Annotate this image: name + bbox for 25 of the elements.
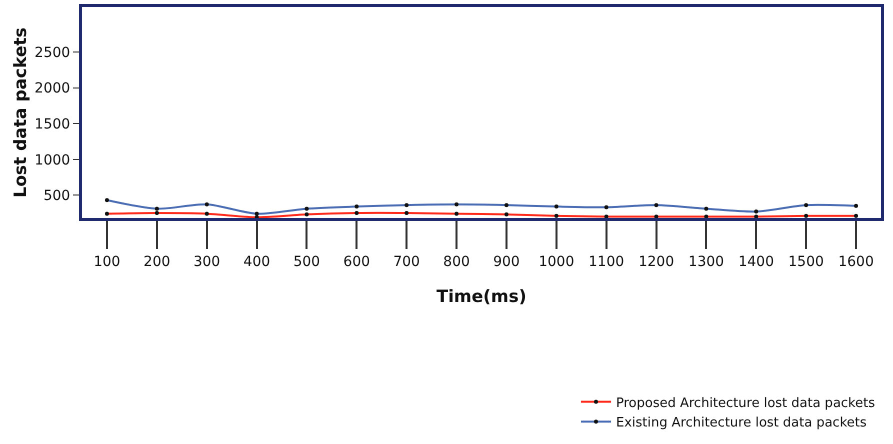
x-tick-label: 1400	[738, 254, 774, 270]
y-axis-title: Lost data packets	[11, 27, 32, 198]
x-tick-label: 400	[243, 254, 270, 270]
x-axis-title: Time(ms)	[436, 287, 527, 308]
x-tick-label: 1300	[688, 254, 724, 270]
x-tick-label: 900	[493, 254, 520, 270]
x-tick-label: 1100	[588, 254, 624, 270]
y-tick-label: 1000	[34, 152, 70, 168]
legend-label: Existing Architecture lost data packets	[616, 416, 867, 431]
x-tick-label: 100	[94, 254, 120, 270]
x-tick-label: 1600	[838, 254, 874, 270]
y-tick-label: 2000	[34, 80, 70, 97]
x-tick-label: 600	[343, 254, 370, 270]
x-tick-label: 1500	[788, 254, 824, 270]
y-tick-label: 2500	[34, 44, 70, 61]
x-tick-label: 800	[443, 254, 470, 270]
x-tick-label: 200	[144, 254, 170, 270]
x-tick-label: 1000	[538, 254, 574, 270]
y-tick-label: 500	[43, 188, 70, 204]
x-tick-label: 300	[193, 254, 220, 270]
x-tick-label: 700	[393, 254, 420, 270]
legend-label: Proposed Architecture lost data packets	[616, 396, 876, 411]
y-tick-label: 1500	[34, 116, 70, 132]
x-tick-label: 500	[293, 254, 320, 270]
x-tick-label: 1200	[638, 254, 674, 270]
